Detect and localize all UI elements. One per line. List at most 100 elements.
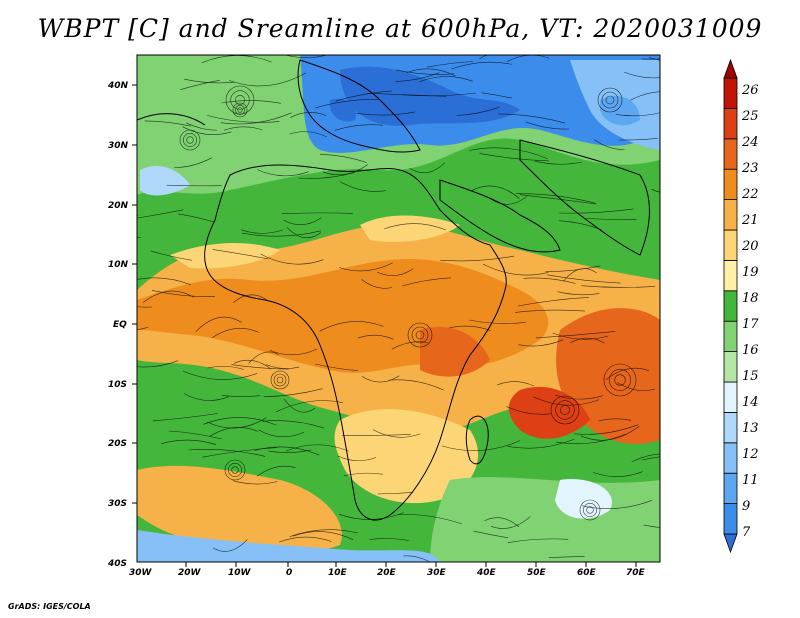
streamline: [207, 365, 244, 370]
streamline: [322, 164, 368, 176]
streamline: [254, 446, 320, 456]
streamline: [166, 184, 222, 187]
streamline: [182, 370, 258, 380]
streamline: [473, 530, 509, 539]
colorbar-segment: [723, 290, 738, 322]
streamline-vortex: [231, 466, 239, 474]
streamline: [265, 364, 300, 369]
streamline: [206, 417, 267, 429]
cb-label-21: 21: [741, 213, 759, 228]
streamline: [535, 331, 616, 339]
streamline: [202, 447, 278, 458]
streamline: [289, 131, 327, 138]
streamline: [151, 290, 215, 298]
streamline: [241, 229, 283, 234]
lat-label-10n: 10N: [108, 260, 129, 270]
streamline: [440, 255, 515, 262]
streamline: [563, 268, 597, 282]
lon-label-60e: 60E: [577, 568, 597, 578]
streamline: [207, 115, 280, 123]
streamline: [233, 294, 267, 303]
streamline: [648, 57, 660, 61]
streamline-vortex: [273, 373, 287, 387]
streamline: [201, 55, 272, 63]
streamline: [377, 492, 414, 495]
streamline: [401, 92, 476, 97]
streamline: [471, 185, 520, 199]
grads-credit: GrADS: IGES/COLA: [8, 602, 91, 611]
streamline: [426, 61, 474, 68]
lon-label-50e: 50E: [527, 568, 547, 578]
streamline: [212, 249, 269, 260]
streamline: [523, 277, 576, 284]
streamline: [518, 339, 564, 347]
streamline: [598, 418, 632, 422]
streamline: [283, 217, 322, 225]
streamline: [195, 316, 242, 332]
streamline: [642, 58, 660, 60]
streamline: [168, 430, 222, 440]
streamline: [221, 100, 281, 104]
cb-label-9: 9: [742, 499, 750, 514]
streamlines: [137, 55, 660, 562]
streamline: [482, 263, 549, 276]
streamline: [469, 319, 526, 324]
streamline: [469, 147, 548, 159]
colorbar-labels: 7 9 11 12 13 14 15 16 17 18 19 20 21 22 …: [741, 83, 759, 540]
streamline: [222, 55, 226, 56]
streamline-vortex: [579, 499, 601, 521]
colorbar-segment: [723, 442, 738, 474]
lat-label-40s: 40S: [107, 559, 127, 569]
streamline: [293, 531, 354, 540]
streamline: [231, 364, 289, 370]
streamline: [516, 193, 596, 204]
cb-label-22: 22: [741, 187, 759, 202]
streamline: [137, 277, 192, 286]
streamline: [391, 341, 429, 350]
streamline: [248, 351, 279, 364]
streamline-vortex: [605, 95, 615, 105]
colorbar-segment: [723, 320, 738, 353]
lon-label-30w: 30W: [129, 568, 153, 578]
lat-label-20n: 20N: [108, 201, 129, 211]
streamline: [594, 139, 625, 150]
streamline: [183, 393, 229, 401]
streamline: [137, 236, 141, 238]
streamline: [232, 480, 278, 485]
streamline: [517, 297, 589, 307]
lon-label-10e: 10E: [328, 568, 348, 578]
streamline: [257, 465, 296, 477]
streamline: [143, 290, 195, 303]
streamline: [285, 444, 349, 452]
streamline: [395, 69, 455, 75]
streamline: [481, 92, 512, 99]
streamline: [581, 285, 656, 288]
streamline: [631, 453, 660, 463]
streamline: [506, 406, 551, 415]
streamline: [257, 169, 309, 177]
colorbar-min-arrow: [723, 533, 738, 554]
colorbar-segment: [723, 351, 738, 383]
streamline: [137, 306, 153, 308]
streamline: [534, 160, 582, 165]
streamline: [298, 172, 355, 179]
cb-label-12: 12: [742, 447, 759, 462]
streamline: [283, 398, 316, 413]
streamline: [289, 529, 358, 537]
streamline: [367, 93, 446, 97]
streamline: [203, 417, 277, 426]
streamline: [161, 439, 217, 445]
streamline: [233, 359, 272, 370]
lon-label-40e: 40E: [476, 568, 497, 578]
cb-label-11: 11: [742, 473, 759, 488]
streamline: [334, 124, 383, 131]
streamline-vortex: [614, 374, 626, 386]
streamline: [496, 381, 535, 387]
streamline: [260, 253, 324, 265]
lat-label-10s: 10S: [108, 380, 127, 390]
colorbar-segment: [723, 108, 738, 140]
cb-label-23: 23: [741, 161, 759, 176]
colorbar-segment: [723, 503, 738, 535]
streamline: [557, 291, 600, 296]
